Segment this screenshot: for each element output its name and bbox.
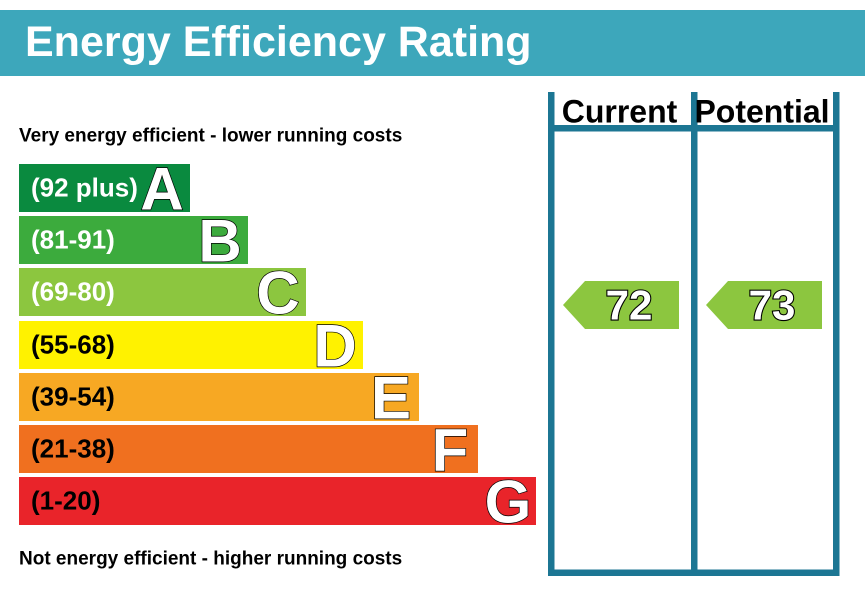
svg-text:A: A: [140, 161, 183, 213]
svg-text:D: D: [313, 318, 356, 370]
svg-text:72: 72: [606, 282, 653, 329]
svg-text:C: C: [256, 265, 299, 317]
svg-text:E: E: [371, 370, 411, 422]
svg-text:B: B: [198, 213, 241, 265]
svg-text:73: 73: [749, 282, 796, 329]
svg-text:F: F: [432, 422, 469, 474]
svg-text:G: G: [485, 474, 532, 526]
